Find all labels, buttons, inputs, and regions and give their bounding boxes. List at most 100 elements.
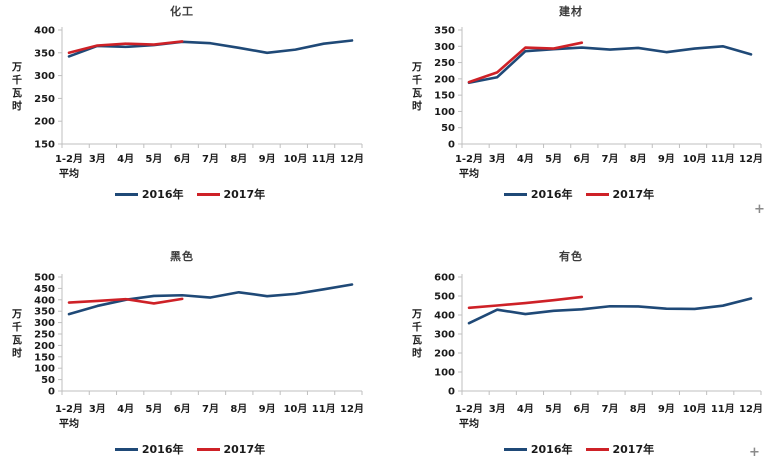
legend-line-swatch	[196, 447, 220, 451]
y-tick-label: 0	[448, 387, 455, 398]
y-tick-label: 350	[34, 48, 55, 59]
chart-huagong[interactable]: 化工 150 200 250 300 350 400 1-2月 平均 3月 4月 5月 6月 7月 8月 9…	[0, 0, 388, 231]
legend-label: 2016年	[141, 188, 184, 201]
y-tick-label: 600	[434, 273, 455, 284]
legend-item-2016: 2016年	[503, 441, 573, 457]
y-tick-label: 300	[434, 42, 455, 53]
x-tick-label: 9月	[259, 153, 276, 165]
legend: 2016年 2017年	[389, 186, 769, 202]
x-tick-label: 12月	[340, 403, 364, 415]
x-tick-label: 6月	[573, 403, 590, 415]
y-tick-label: 50	[441, 123, 455, 134]
y-tick-label: 500	[434, 292, 455, 303]
x-tick-label: 7月	[202, 153, 219, 165]
series-line-2016年	[467, 44, 753, 85]
y-axis-title-char: 千	[412, 321, 422, 334]
x-tick-label: 平均	[59, 417, 79, 430]
y-tick-label: 350	[434, 26, 455, 37]
legend-label: 2016年	[530, 443, 573, 456]
y-tick-label: 450	[34, 284, 55, 295]
x-tick-label: 平均	[59, 167, 79, 180]
chart-jiancai[interactable]: 建材 0 50 100 150 200 250 300 350 1-2月 平均 3月 4月 5月 6月 7月…	[389, 0, 777, 231]
x-tick-label: 5月	[145, 403, 162, 415]
chart-title: 有色	[559, 250, 583, 263]
y-tick-label: 0	[448, 140, 455, 151]
legend-label: 2017年	[223, 188, 266, 201]
legend: 2016年 2017年	[0, 441, 380, 457]
series-line-2017年	[467, 41, 584, 84]
legend-item-2016: 2016年	[114, 186, 184, 202]
x-tick-label: 4月	[117, 153, 134, 165]
x-tick-label: 9月	[259, 403, 276, 415]
y-tick-label: 300	[34, 71, 55, 82]
y-axis-title-char: 万	[411, 62, 422, 74]
y-tick-label: 300	[434, 330, 455, 341]
x-tick-label: 11月	[711, 403, 735, 415]
legend-line-swatch	[114, 192, 138, 196]
x-tick-label: 4月	[117, 403, 134, 415]
x-tick-label: 1-2月	[455, 403, 483, 415]
x-tick-label: 8月	[230, 403, 247, 415]
y-axis-title-char: 时	[12, 100, 22, 113]
x-tick-label: 11月	[711, 153, 735, 165]
x-tick-label: 平均	[459, 417, 479, 430]
y-tick-label: 500	[34, 273, 55, 284]
chart-heise[interactable]: 黑色 0 50 100 150 200 250 300 350 400 450 500 1-2月 平均 3…	[0, 231, 388, 462]
x-tick-label: 8月	[230, 153, 247, 165]
legend-line-swatch	[585, 192, 609, 196]
y-tick-label: 100	[434, 107, 455, 118]
x-tick-label: 4月	[517, 153, 534, 165]
x-tick-label: 1-2月	[55, 153, 83, 165]
legend-line-swatch	[585, 447, 609, 451]
legend-item-2017: 2017年	[585, 186, 655, 202]
cell-cursor-plus: +	[749, 445, 760, 460]
x-tick-label: 11月	[312, 153, 336, 165]
legend-label: 2017年	[612, 188, 655, 201]
cell-cursor-plus: +	[754, 202, 765, 217]
y-tick-label: 150	[434, 91, 455, 102]
x-tick-label: 9月	[658, 403, 675, 415]
y-axis-title-char: 千	[412, 74, 422, 87]
y-axis-title-char: 瓦	[412, 335, 422, 347]
x-tick-label: 12月	[739, 403, 763, 415]
legend-label: 2017年	[612, 443, 655, 456]
y-tick-label: 200	[34, 341, 55, 352]
legend-item-2017: 2017年	[196, 441, 266, 457]
x-tick-label: 12月	[739, 153, 763, 165]
y-tick-label: 200	[34, 117, 55, 128]
y-tick-label: 400	[34, 295, 55, 306]
x-tick-label: 平均	[459, 167, 479, 180]
y-axis-title-char: 时	[412, 347, 422, 360]
legend-label: 2016年	[141, 443, 184, 456]
legend-label: 2016年	[530, 188, 573, 201]
legend-label: 2017年	[223, 443, 266, 456]
y-axis-title-char: 瓦	[412, 88, 422, 100]
series-line-2017年	[67, 40, 184, 55]
y-tick-label: 50	[41, 375, 55, 386]
y-tick-label: 150	[34, 352, 55, 363]
legend: 2016年 2017年	[0, 186, 380, 202]
x-tick-label: 5月	[545, 403, 562, 415]
legend-item-2017: 2017年	[585, 441, 655, 457]
x-tick-label: 10月	[283, 403, 307, 415]
x-tick-label: 10月	[283, 153, 307, 165]
legend-item-2017: 2017年	[196, 186, 266, 202]
legend-item-2016: 2016年	[114, 441, 184, 457]
y-axis-title-char: 千	[12, 74, 22, 87]
x-tick-label: 8月	[630, 403, 647, 415]
chart-youse[interactable]: 有色 0 100 200 300 400 500 600 1-2月 平均 3月 4月 5月 6月 7月 8月…	[389, 231, 777, 462]
y-tick-label: 100	[434, 368, 455, 379]
y-tick-label: 200	[434, 349, 455, 360]
y-tick-label: 250	[34, 94, 55, 105]
x-tick-label: 8月	[630, 153, 647, 165]
y-axis-title-char: 万	[11, 62, 22, 74]
x-tick-label: 5月	[545, 153, 562, 165]
x-tick-label: 4月	[517, 403, 534, 415]
x-tick-label: 6月	[174, 153, 191, 165]
y-axis-title-char: 时	[412, 100, 422, 113]
y-axis-title-char: 瓦	[12, 335, 22, 347]
x-tick-label: 11月	[312, 403, 336, 415]
